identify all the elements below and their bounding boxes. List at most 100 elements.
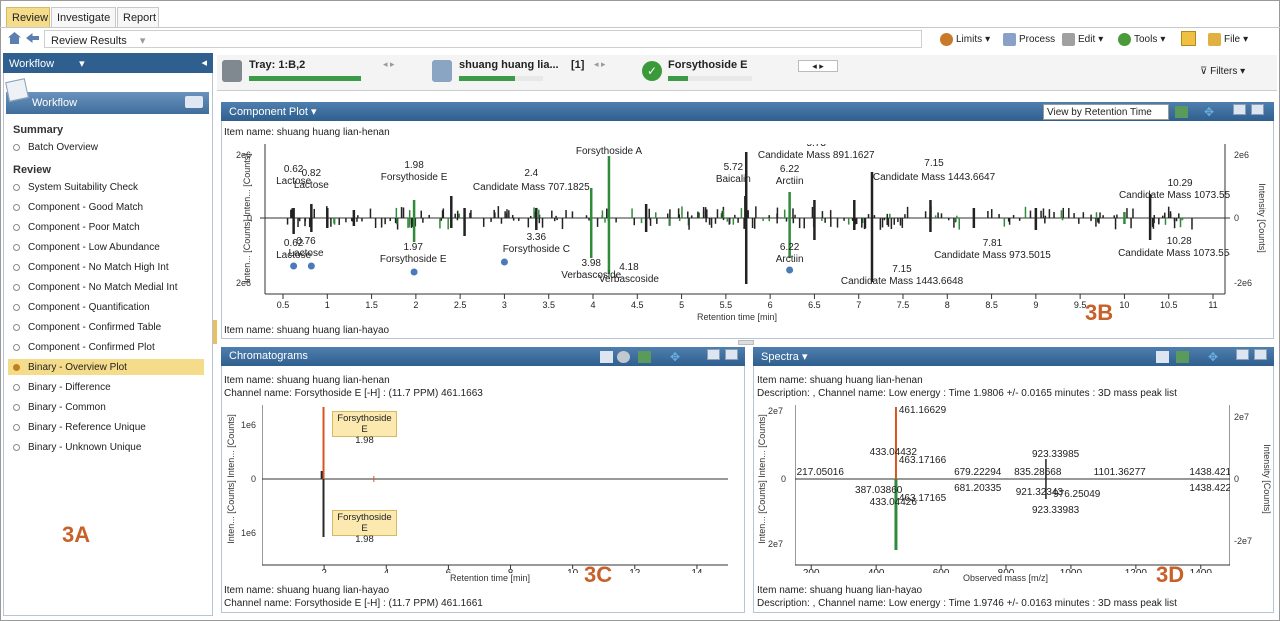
workflow-item[interactable]: Component - Good Match	[13, 199, 143, 215]
file-button[interactable]: File ▾	[1208, 33, 1248, 46]
cp-peak-rt-label: 6.22	[780, 242, 800, 253]
breadcrumb[interactable]: Review Results ▾	[44, 30, 922, 48]
move-icon[interactable]: ✥	[1204, 105, 1215, 119]
limits-label: Limits	[956, 34, 983, 45]
spec-minimize-icon[interactable]	[1236, 349, 1249, 360]
chrom-link-icon[interactable]	[617, 351, 630, 363]
chrom-maximize-icon[interactable]	[725, 349, 738, 360]
workflow-item[interactable]: System Suitability Check	[13, 179, 138, 195]
chart-type-icon[interactable]	[1175, 106, 1188, 118]
radio-icon	[13, 223, 20, 231]
radio-icon	[13, 423, 20, 431]
tab-report[interactable]: Report	[117, 7, 159, 27]
spec-ytick-zero: 0	[781, 474, 787, 484]
cp-xtick-label: 10	[1119, 300, 1129, 310]
compound-nav[interactable]: ◂ ▸	[798, 60, 838, 72]
spec-tools-icon[interactable]	[1156, 351, 1169, 363]
workflow-item[interactable]: Component - No Match High Int	[13, 259, 169, 275]
workflow-item[interactable]: Component - Confirmed Plot	[13, 339, 155, 355]
workflow-item[interactable]: Binary - Unknown Unique	[13, 439, 141, 455]
filters-button[interactable]: ⊽ Filters ▾	[1200, 66, 1245, 77]
cp-peak-rt-label: 3.98	[581, 258, 601, 269]
workflow-subheader[interactable]: Workflow	[6, 92, 209, 114]
cp-peak-rt-label: 4.18	[619, 262, 639, 273]
splitter-handle[interactable]	[213, 320, 217, 344]
workflow-item[interactable]: Component - Poor Match	[13, 219, 140, 235]
cp-peak-name-label: Verbascoside	[561, 270, 621, 281]
chevron-down-icon[interactable]: ▾	[310, 106, 317, 118]
tab-review[interactable]: Review	[6, 7, 50, 27]
workflow-item-label: Binary - Reference Unique	[28, 421, 146, 433]
process-button[interactable]: Process	[1003, 33, 1055, 46]
cp-peak-name-label: Candidate Mass 973.5015	[934, 250, 1051, 261]
cp-ytick-zero: 0	[247, 213, 253, 223]
minimize-icon[interactable]	[1233, 104, 1246, 115]
cp-ytick-top: 2e6	[236, 150, 252, 160]
view-select[interactable]: View by Retention Time	[1043, 104, 1169, 120]
workflow-item-label: Component - Low Abundance	[28, 241, 160, 253]
workflow-item-label: Binary - Unknown Unique	[28, 441, 142, 453]
home-icon[interactable]	[8, 32, 21, 44]
maximize-icon[interactable]	[1251, 104, 1264, 115]
batch-overview-item[interactable]: Batch Overview	[13, 139, 98, 155]
chrom-xtick-label: 12	[629, 568, 641, 573]
spec-xtick-label: 400	[868, 568, 885, 573]
cp-peak-rt-label: 5.73	[806, 144, 826, 149]
tools-button[interactable]: Tools ▾	[1118, 33, 1165, 46]
chromatograms-header[interactable]: Chromatograms	[221, 347, 745, 366]
chevron-down-icon: ▾	[1240, 66, 1246, 77]
spectra-header[interactable]: Spectra ▾	[753, 347, 1274, 366]
annotation-3b: 3B	[1085, 300, 1114, 325]
spec-ytick-right-zero: 0	[1234, 474, 1240, 484]
chrom-xlabel: Retention time [min]	[450, 573, 531, 583]
chevron-down-icon[interactable]: ▾	[801, 351, 808, 363]
workflow-menu-icon[interactable]	[185, 96, 203, 108]
spec-desc-top: Description: , Channel name: Low energy …	[757, 388, 1177, 399]
spec-xtick-label: 1000	[1060, 568, 1083, 573]
chevron-down-icon: ▾	[1160, 34, 1166, 45]
sample-strip	[217, 55, 1277, 91]
workflow-item[interactable]: Component - Confirmed Table	[13, 319, 161, 335]
sample-nav[interactable]: ◂ ▸	[594, 59, 606, 69]
layout-icon[interactable]	[1181, 31, 1196, 46]
limits-button[interactable]: Limits ▾	[940, 33, 990, 46]
chrom-ytick-zero: 0	[251, 474, 257, 484]
radio-icon	[13, 323, 20, 331]
tray-nav[interactable]: ◂ ▸	[383, 59, 395, 69]
spec-move-icon[interactable]: ✥	[1208, 350, 1219, 364]
workflow-item[interactable]: Binary - Common	[13, 399, 106, 415]
chrom-move-icon[interactable]: ✥	[670, 350, 681, 364]
cp-peak-name-label: Candidate Mass 1443.6647	[873, 172, 996, 183]
tab-investigate[interactable]: Investigate	[51, 7, 116, 27]
chevron-down-icon[interactable]: ▾	[79, 58, 85, 70]
chrom-tools-icon[interactable]	[600, 351, 613, 363]
tray-icon	[222, 60, 242, 82]
chrom-chart-icon[interactable]	[638, 351, 651, 363]
spec-ytick-top: 2e7	[768, 406, 784, 416]
workflow-item[interactable]: Component - No Match Medial Int	[13, 279, 178, 295]
workflow-item[interactable]: Component - Low Abundance	[13, 239, 160, 255]
spec-ytick-bottom: 2e7	[768, 539, 784, 549]
sidebar-header[interactable]: Workflow ▾ ◂	[3, 53, 213, 73]
spec-chart-icon[interactable]	[1176, 351, 1189, 363]
cp-peak-rt-label: 10.28	[1167, 236, 1192, 247]
cp-ylabel-left: Inten... [Counts] Inten... [Counts]	[242, 153, 252, 283]
workflow-item[interactable]: Binary - Overview Plot	[8, 359, 204, 375]
workflow-item-label: Component - No Match High Int	[28, 261, 169, 273]
edit-button[interactable]: Edit ▾	[1062, 33, 1103, 46]
component-plot-header[interactable]: Component Plot ▾	[221, 102, 1274, 121]
workflow-item[interactable]: Binary - Reference Unique	[13, 419, 146, 435]
workflow-item[interactable]: Binary - Difference	[13, 379, 111, 395]
back-arrow-icon[interactable]	[26, 33, 39, 43]
collapse-icon[interactable]: ◂	[201, 57, 207, 69]
horizontal-splitter[interactable]	[738, 340, 754, 345]
workflow-item[interactable]: Component - Quantification	[13, 299, 150, 315]
workflow-item-label: System Suitability Check	[28, 181, 139, 193]
component-item-top: Item name: shuang huang lian-henan	[224, 127, 390, 138]
cp-xtick-label: 6.5	[808, 300, 821, 310]
chrom-minimize-icon[interactable]	[707, 349, 720, 360]
spec-xtick-label: 1200	[1125, 568, 1148, 573]
cp-xtick-label: 5	[679, 300, 684, 310]
cp-peak-name-label: Lactose	[289, 248, 324, 259]
spec-maximize-icon[interactable]	[1254, 349, 1267, 360]
